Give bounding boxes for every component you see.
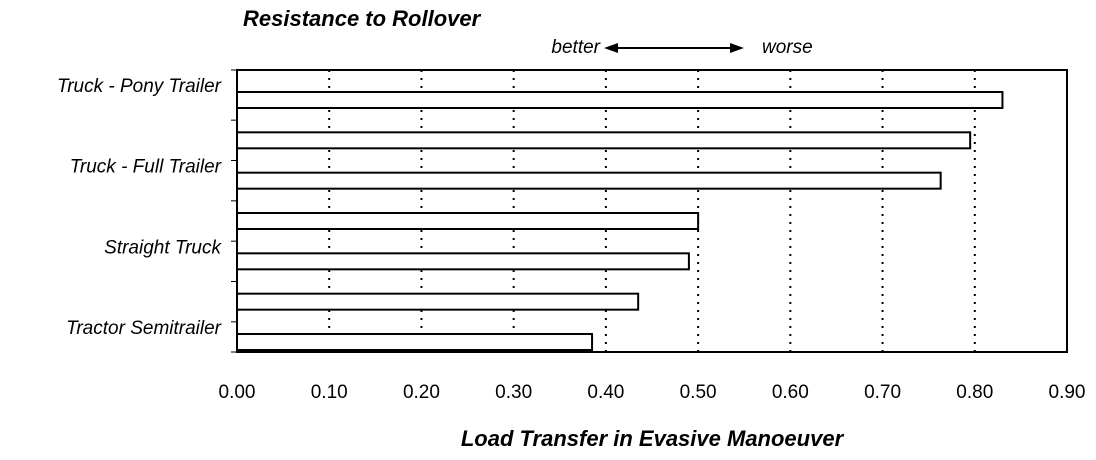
bar xyxy=(236,292,640,311)
bar xyxy=(236,212,700,230)
x-tick-label: 0.60 xyxy=(772,382,809,403)
chart-title: Resistance to Rollover xyxy=(243,6,482,31)
x-tick-label: 0.50 xyxy=(680,382,717,403)
y-tick-label: Tractor Semitrailer xyxy=(66,318,222,339)
y-tick-label: Truck - Pony Trailer xyxy=(57,76,222,97)
bar xyxy=(236,333,594,351)
x-tick-label: 0.20 xyxy=(403,382,440,403)
x-tick-label: 0.00 xyxy=(219,382,256,403)
x-tick-label: 0.30 xyxy=(495,382,532,403)
arrow xyxy=(604,43,744,53)
y-tick-label: Straight Truck xyxy=(104,237,222,258)
bar xyxy=(236,252,690,271)
annotation: better xyxy=(551,37,600,58)
x-axis-label: Load Transfer in Evasive Manoeuver xyxy=(461,426,845,451)
bar xyxy=(236,91,1004,109)
x-tick-label: 0.40 xyxy=(587,382,624,403)
x-tick-label: 0.80 xyxy=(956,382,993,403)
bar xyxy=(236,171,942,190)
x-tick-label: 0.10 xyxy=(311,382,348,403)
y-tick-label: Truck - Full Trailer xyxy=(70,157,222,178)
annotation: worse xyxy=(762,37,813,58)
x-tick-label: 0.90 xyxy=(1049,382,1086,403)
x-tick-label: 0.70 xyxy=(864,382,901,403)
bar xyxy=(236,131,972,150)
